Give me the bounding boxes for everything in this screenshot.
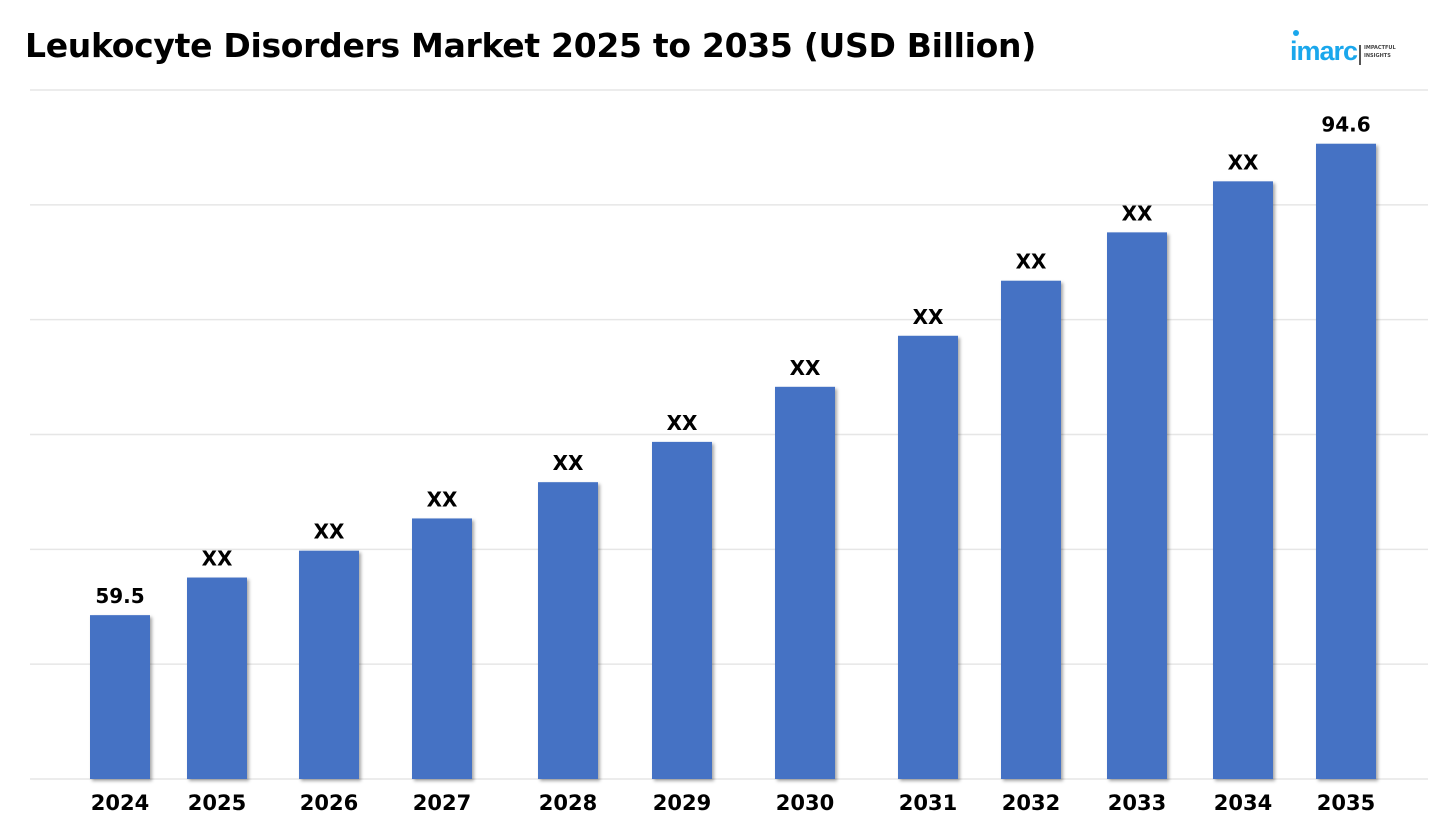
x-tick-label: 2030 [776,791,834,815]
x-tick-label: 2026 [300,791,358,815]
x-tick-label: 2033 [1108,791,1166,815]
bar-2024 [90,615,150,779]
bar-2035 [1316,143,1376,779]
bar-2032 [1001,280,1061,779]
bar-2031 [898,335,958,779]
data-label-2029: XX [667,411,698,435]
data-label-2033: XX [1122,201,1153,225]
x-tick-label: 2028 [539,791,597,815]
data-label-2031: XX [913,305,944,329]
data-label-2024: 59.5 [95,584,144,608]
x-tick-label: 2029 [653,791,711,815]
data-label-2027: XX [427,487,458,511]
chart-title: Leukocyte Disorders Market 2025 to 2035 … [25,26,1037,65]
bar-2026 [299,550,359,779]
data-label-2034: XX [1228,150,1259,174]
logo-divider [1359,45,1361,65]
bar-2027 [412,518,472,779]
data-label-2035: 94.6 [1321,113,1370,137]
x-tick-label: 2024 [91,791,149,815]
data-label-2032: XX [1016,250,1047,274]
x-tick-label: 2034 [1214,791,1272,815]
data-label-2026: XX [314,520,345,544]
x-tick-label: 2035 [1317,791,1375,815]
data-label-2030: XX [790,356,821,380]
bar-2034 [1213,181,1273,779]
logo-tagline: IMPACTFUL INSIGHTS [1364,44,1396,60]
bar-2029 [652,441,712,779]
data-label-2028: XX [553,451,584,475]
bar-2033 [1107,232,1167,780]
bar-2028 [538,482,598,779]
logo-wordmark: imarc [1290,36,1358,66]
x-tick-label: 2032 [1002,791,1060,815]
logo-tagline-1: IMPACTFUL [1364,45,1396,51]
logo-tagline-2: INSIGHTS [1364,53,1391,59]
logo-dot [1293,30,1299,36]
x-tick-label: 2025 [188,791,246,815]
x-tick-label: 2031 [899,791,957,815]
bar-2030 [775,386,835,779]
bar-2025 [187,577,247,779]
data-label-2025: XX [202,547,233,571]
x-tick-label: 2027 [413,791,471,815]
imarc-logo: imarc IMPACTFUL INSIGHTS [1290,28,1400,68]
